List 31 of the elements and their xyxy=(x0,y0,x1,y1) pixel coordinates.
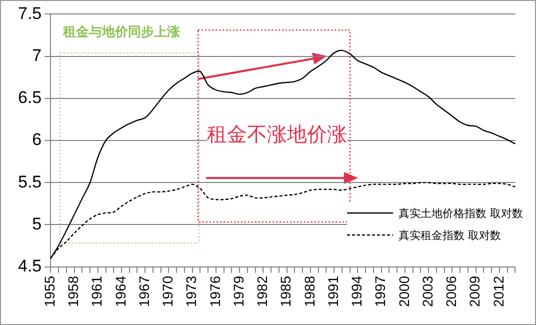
y-tick-label: 5 xyxy=(32,214,42,234)
x-tick-label: 2012 xyxy=(490,276,506,308)
y-tick-label: 6.5 xyxy=(18,88,42,108)
x-tick-label: 1994 xyxy=(348,276,365,308)
x-tick-label: 1973 xyxy=(183,276,200,308)
x-tick-label: 1985 xyxy=(278,276,294,308)
x-tick-label: 2006 xyxy=(443,276,460,308)
annotation: 租金与地价同步上涨 xyxy=(63,24,180,41)
x-tick-label: 1976 xyxy=(206,276,223,308)
y-tick-label: 5.5 xyxy=(18,172,42,192)
annotation: 租金不涨地价涨 xyxy=(207,121,347,148)
x-tick-label: 1997 xyxy=(372,276,388,308)
x-tick-label: 1970 xyxy=(160,276,176,308)
y-tick-label: 7.5 xyxy=(18,4,42,23)
x-tick-label: 2003 xyxy=(419,276,436,308)
x-tick-label: 1982 xyxy=(254,276,270,308)
x-tick-label: 1964 xyxy=(112,276,128,308)
y-tick-label: 4.5 xyxy=(18,256,42,276)
x-tick-label: 1961 xyxy=(88,276,105,308)
x-tick-label: 2009 xyxy=(466,276,483,308)
x-tick-label: 1958 xyxy=(65,276,82,308)
legend-label: 真实土地价格指数 取对数 xyxy=(398,206,523,220)
y-tick-label: 6 xyxy=(32,130,42,150)
x-tick-label: 1967 xyxy=(136,276,152,308)
y-tick-label: 7 xyxy=(32,46,42,65)
x-tick-label: 2000 xyxy=(396,276,412,308)
x-tick-label: 1979 xyxy=(230,276,246,308)
x-tick-label: 1991 xyxy=(324,276,341,308)
x-tick-label: 1988 xyxy=(301,276,318,308)
legend-label: 真实租金指数 取对数 xyxy=(398,228,501,242)
x-tick-label: 1955 xyxy=(41,276,58,308)
